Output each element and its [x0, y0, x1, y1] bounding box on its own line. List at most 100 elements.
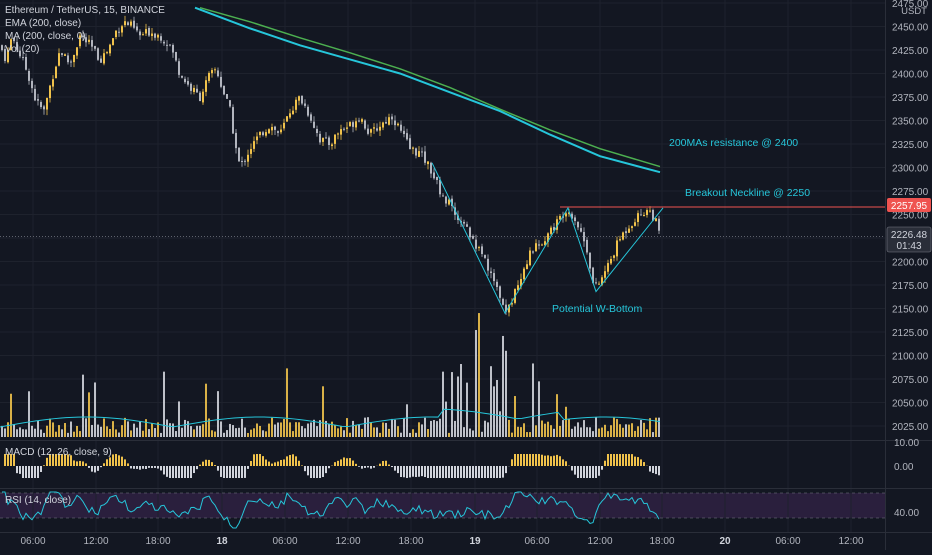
macd-bar [100, 466, 102, 467]
macd-bar [541, 455, 543, 466]
candle-body [400, 125, 402, 131]
macd-bar [532, 454, 534, 466]
macd-bar [622, 454, 624, 466]
candle-body [565, 213, 567, 216]
volume-bar [364, 418, 366, 437]
ma-legend[interactable]: MA (200, close, 0) [5, 31, 86, 42]
candle-body [109, 45, 111, 54]
volume-bar [367, 417, 369, 437]
volume-bar [31, 426, 33, 437]
volume-bar [652, 432, 654, 437]
candle-body [103, 53, 105, 63]
macd-bar [436, 466, 438, 478]
volume-bar [22, 429, 24, 437]
candle-body [436, 177, 438, 180]
volume-bar [379, 433, 381, 437]
candle-body [178, 61, 180, 75]
macd-bar [499, 466, 501, 478]
volume-bar [349, 433, 351, 437]
candle-body [634, 222, 636, 226]
candle-body [112, 38, 114, 45]
macd-bar [430, 466, 432, 478]
macd-bar [637, 457, 639, 466]
macd-bar [334, 462, 336, 466]
macd-bar [148, 466, 150, 468]
volume-bar [412, 429, 414, 437]
macd-bar [157, 466, 159, 469]
candle-body [595, 282, 597, 283]
macd-bar [454, 466, 456, 478]
volume-bar [361, 429, 363, 437]
volume-bar [505, 351, 507, 437]
candle-body [469, 227, 471, 237]
candle-body [100, 59, 102, 63]
candle-body [121, 26, 123, 32]
macd-bar [394, 466, 396, 471]
macd-bar [520, 454, 522, 466]
macd-bar [337, 461, 339, 466]
candle-body [202, 92, 204, 103]
macd-bar [628, 454, 630, 466]
candle-body [385, 122, 387, 123]
vol-legend[interactable]: Vol (20) [5, 44, 39, 55]
neckline-annotation[interactable]: Breakout Neckline @ 2250 [685, 187, 810, 199]
volume-bar [76, 426, 78, 437]
macd-bar [295, 456, 297, 466]
macd-bar [496, 466, 498, 478]
volume-bar [346, 418, 348, 437]
symbol-legend[interactable]: Ethereum / TetherUS, 15, BINANCE [5, 5, 165, 16]
macd-bar [193, 466, 195, 473]
volume-bar [253, 428, 255, 437]
candle-body [388, 117, 390, 125]
price-tick: 2175.00 [892, 281, 929, 292]
volume-bar [238, 428, 240, 437]
volume-bar [301, 426, 303, 437]
volume-bar [1, 426, 3, 437]
macd-bar [163, 466, 165, 474]
volume-bar [268, 424, 270, 437]
pattern-annotation[interactable]: Potential W-Bottom [552, 303, 643, 315]
macd-bar [16, 466, 18, 473]
rsi-legend[interactable]: RSI (14, close) [5, 495, 71, 506]
macd-bar [502, 466, 504, 478]
candle-body [421, 151, 423, 152]
resistance-annotation[interactable]: 200MAs resistance @ 2400 [669, 137, 798, 149]
candle-body [391, 117, 393, 120]
macd-bar [145, 466, 147, 469]
candle-body [352, 122, 354, 127]
macd-bar [259, 454, 261, 466]
macd-bar [319, 466, 321, 478]
macd-bar [196, 466, 198, 469]
candle-body [196, 89, 198, 93]
candle-body [88, 40, 90, 42]
volume-bar [28, 391, 30, 437]
volume-bar [229, 424, 231, 437]
macd-bar [19, 466, 21, 474]
volume-bar [133, 424, 135, 437]
price-tick: 2050.00 [892, 399, 929, 410]
candle-body [376, 128, 378, 130]
candle-body [58, 53, 60, 66]
volume-bar [4, 428, 6, 437]
volume-bar [625, 424, 627, 437]
volume-bar [502, 336, 504, 437]
volume-bar [646, 429, 648, 437]
candle-body [607, 263, 609, 272]
candle-body [157, 35, 159, 38]
candle-body [253, 141, 255, 149]
time-tick: 06:00 [775, 536, 800, 547]
macd-legend[interactable]: MACD (12, 26, close, 9) [5, 447, 112, 458]
price-axis: 2475.002450.002425.002400.002375.002350.… [892, 0, 929, 433]
ema-legend[interactable]: EMA (200, close) [5, 18, 81, 29]
candle-body [259, 132, 261, 135]
macd-bar [208, 460, 210, 466]
price-tick: 2100.00 [892, 352, 929, 363]
candle-body [166, 45, 168, 46]
price-tick: 2125.00 [892, 328, 929, 339]
macd-bar [388, 465, 390, 466]
volume-bar [118, 433, 120, 437]
candle-body [250, 149, 252, 154]
volume-bar [55, 432, 57, 437]
